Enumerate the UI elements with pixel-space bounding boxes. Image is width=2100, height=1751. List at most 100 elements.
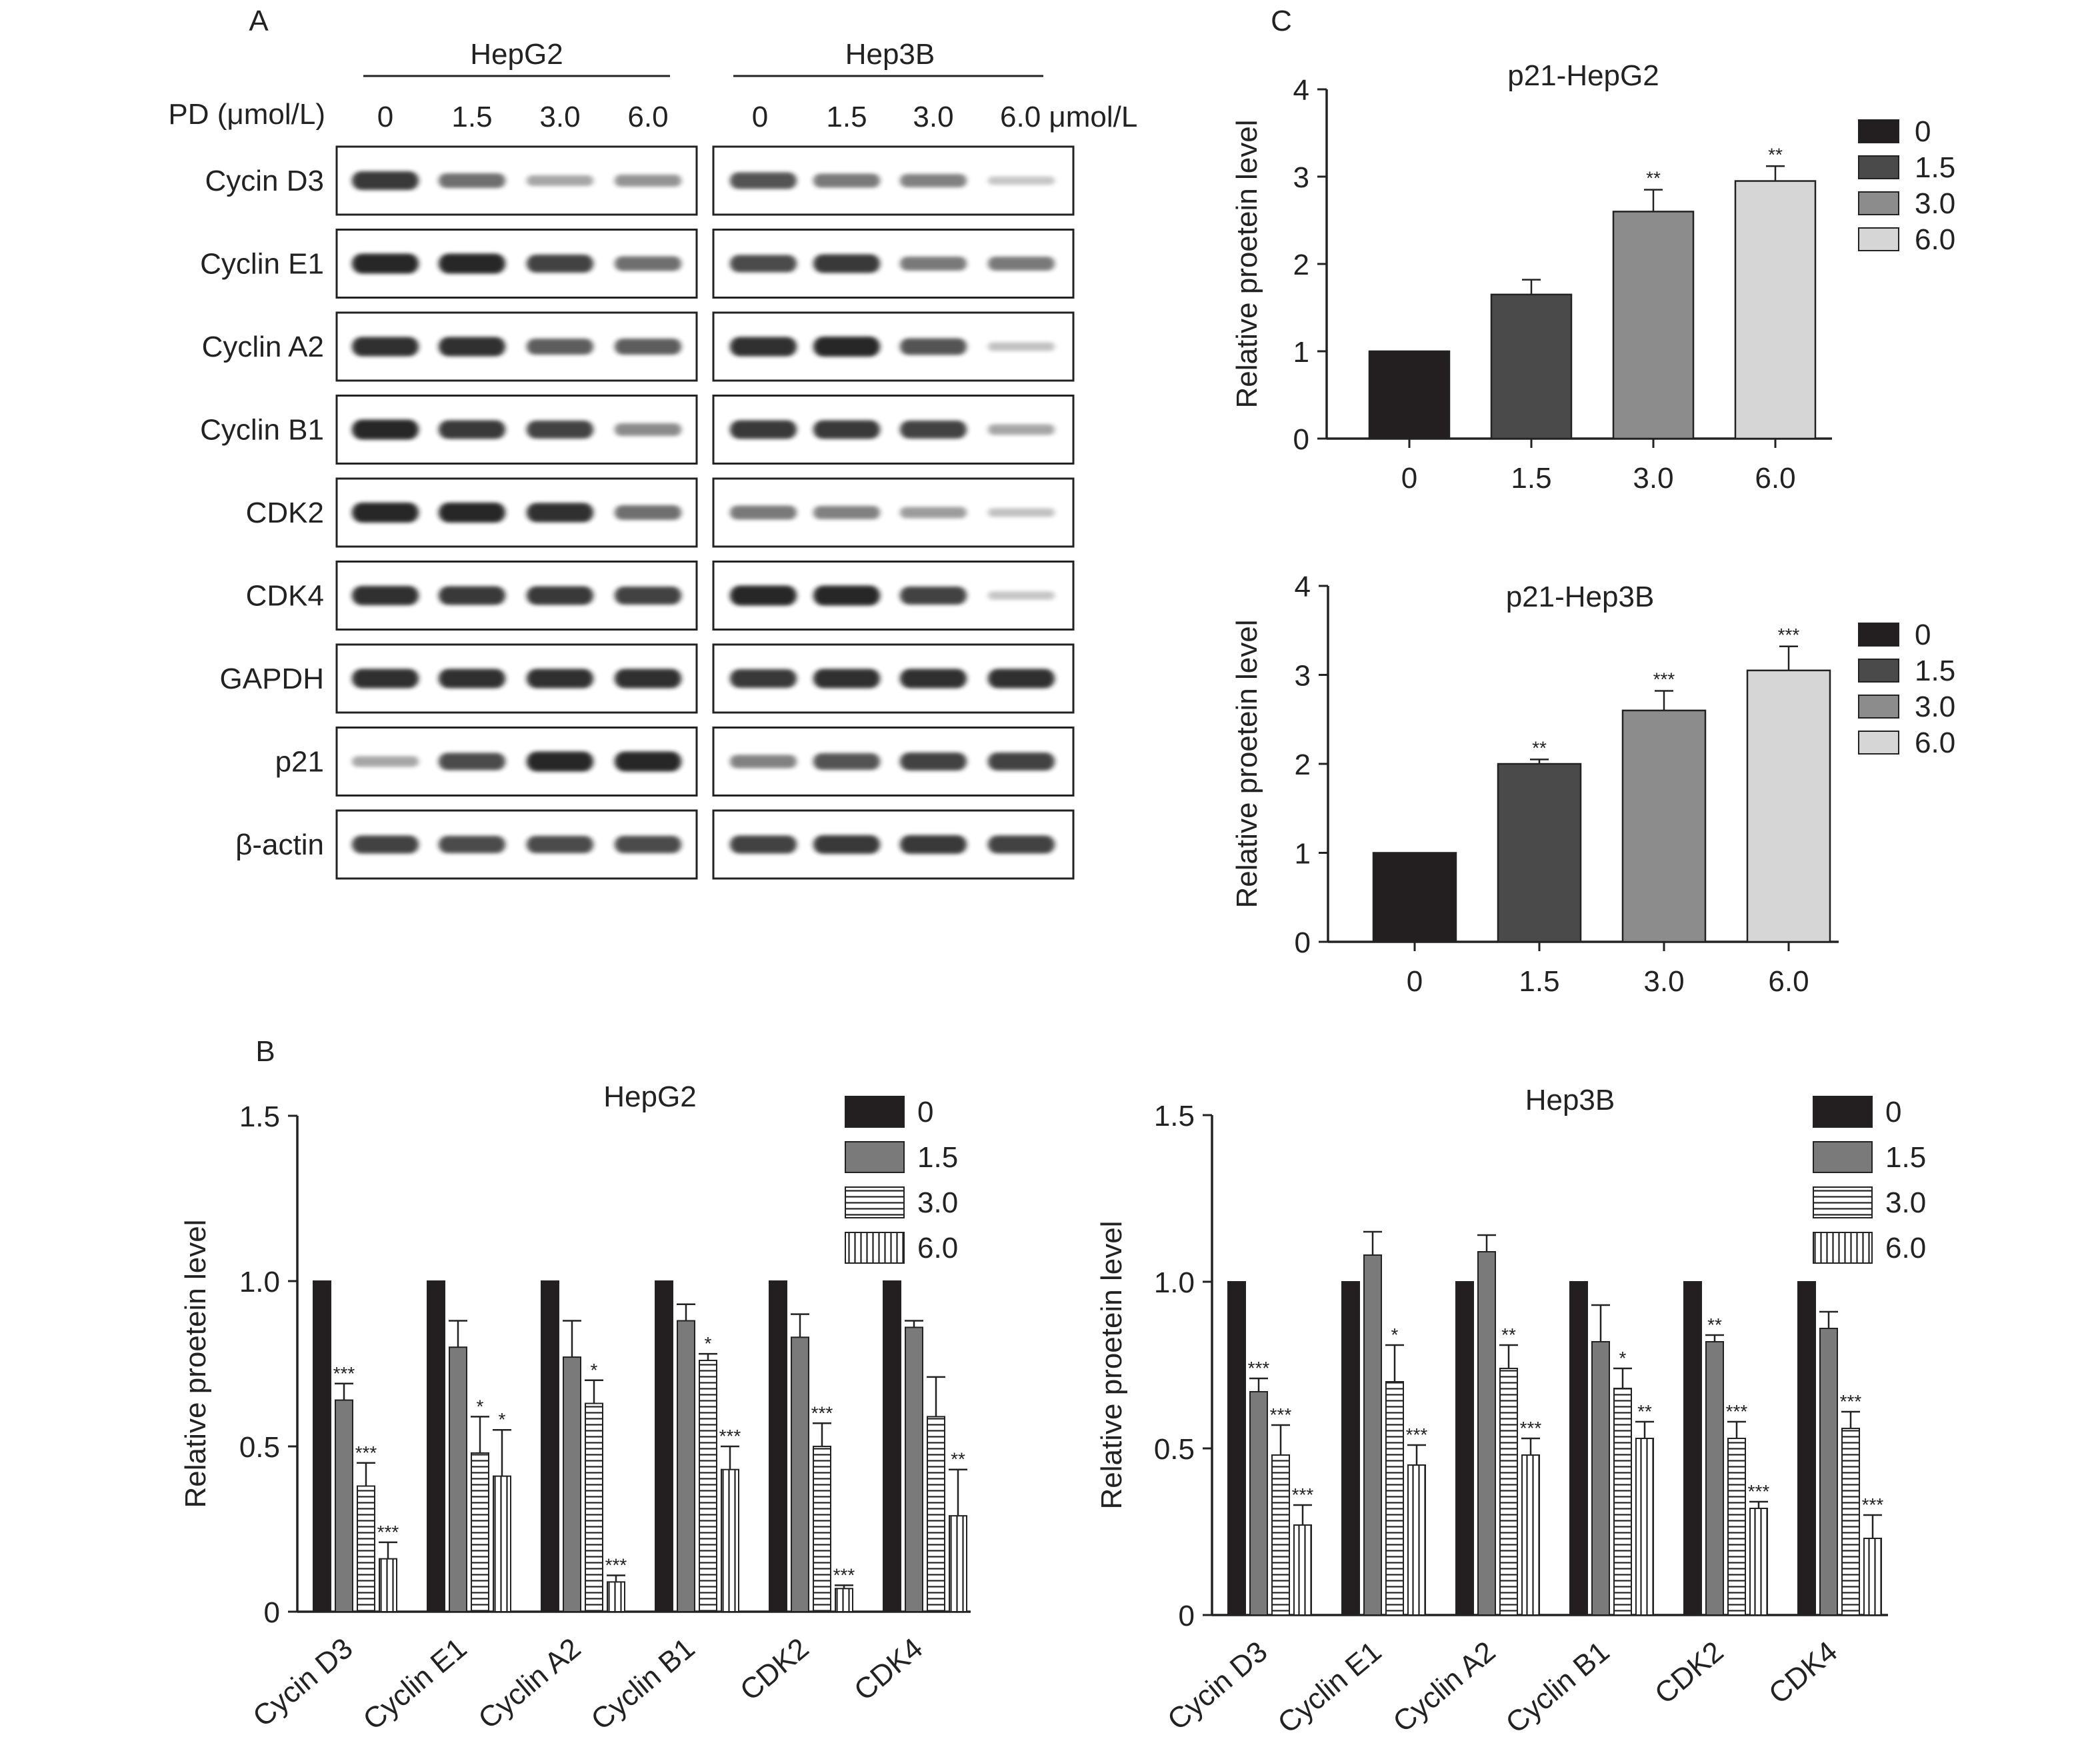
blot-band-hep3b-0 bbox=[730, 255, 797, 273]
bar-cyclin-a2-dose-0 bbox=[1455, 1281, 1474, 1616]
blot-row-cdk4: CDK4 bbox=[246, 561, 1075, 631]
x-tick-label: Cyclin A2 bbox=[472, 1632, 587, 1735]
bar-cyclin-a2-dose-6-0 bbox=[607, 1581, 625, 1613]
blot-band-hepg2-3 bbox=[615, 836, 681, 853]
y-tick-label: 0 bbox=[1179, 1600, 1195, 1632]
dose-hep3b-0: 0 bbox=[752, 101, 768, 133]
blot-row-label: CDK2 bbox=[246, 497, 324, 529]
blot-band-hepg2-2 bbox=[527, 255, 593, 273]
bar-cdk2-dose-6-0 bbox=[835, 1588, 853, 1613]
blot-band-hepg2-0 bbox=[352, 669, 419, 689]
blot-band-hep3b-2 bbox=[900, 587, 967, 605]
bar-cdk2-dose-3-0 bbox=[1727, 1438, 1746, 1616]
blot-band-hepg2-3 bbox=[615, 256, 681, 271]
blot-band-hepg2-0 bbox=[352, 253, 419, 274]
panel-label-a: A bbox=[249, 5, 269, 37]
legend-swatch-6-0 bbox=[1858, 731, 1899, 755]
bar-cyclin-a2-dose-3-0 bbox=[585, 1402, 603, 1613]
blot-band-hep3b-1 bbox=[813, 506, 880, 519]
bar-cyclin-b1-dose-0 bbox=[1569, 1281, 1588, 1616]
legend-swatch-6-0 bbox=[1858, 227, 1899, 251]
legend-label-6-0: 6.0 bbox=[917, 1232, 958, 1264]
bar-cyclin-a2-dose-6-0 bbox=[1521, 1454, 1540, 1616]
y-tick-label: 1.0 bbox=[239, 1266, 280, 1298]
blot-band-hep3b-2 bbox=[900, 421, 967, 439]
chart-title: Hep3B bbox=[1525, 1084, 1615, 1116]
blot-band-hep3b-0 bbox=[730, 585, 797, 606]
blot-row-cycin-d3: Cycin D3 bbox=[205, 145, 1075, 216]
blot-band-hepg2-1 bbox=[439, 337, 505, 357]
blot-row-cyclin-e1: Cyclin E1 bbox=[200, 229, 1075, 299]
legend-swatch-6-0 bbox=[845, 1232, 905, 1264]
dose-hepg2-0: 0 bbox=[377, 101, 393, 133]
blot-band-hep3b-1 bbox=[813, 420, 880, 439]
x-tick-label: Cycin D3 bbox=[1161, 1635, 1273, 1736]
x-tick-label: Cycin D3 bbox=[247, 1632, 359, 1733]
cell-line-label-hepg2: HepG2 bbox=[470, 38, 563, 71]
legend-label-0: 0 bbox=[1915, 619, 1931, 651]
y-tick-label: 1.5 bbox=[239, 1100, 280, 1133]
y-axis-label: Relative proetein level bbox=[179, 1220, 212, 1508]
bar-dose-3-0 bbox=[1621, 709, 1707, 943]
x-tick-label: 0 bbox=[1407, 965, 1423, 998]
significance-marker: *** bbox=[1653, 669, 1675, 690]
significance-marker: *** bbox=[1292, 1484, 1314, 1505]
legend-swatch-1-5 bbox=[1813, 1141, 1873, 1173]
significance-marker: *** bbox=[1248, 1358, 1270, 1378]
blot-band-hepg2-0 bbox=[352, 337, 419, 357]
significance-marker: *** bbox=[1406, 1424, 1428, 1445]
blot-band-hep3b-1 bbox=[813, 337, 880, 357]
bar-cyclin-b1-dose-3-0 bbox=[699, 1360, 717, 1613]
x-tick-label: 6.0 bbox=[1755, 462, 1795, 495]
bar-cdk4-dose-0 bbox=[883, 1280, 901, 1612]
legend-label-3-0: 3.0 bbox=[1915, 691, 1955, 723]
significance-marker: *** bbox=[1778, 625, 1800, 645]
blot-band-hepg2-2 bbox=[527, 751, 593, 772]
bar-cdk4-dose-6-0 bbox=[949, 1515, 967, 1612]
dose-hepg2-3-0: 3.0 bbox=[539, 101, 580, 133]
y-axis-label: Relative proetein level bbox=[1231, 120, 1263, 409]
significance-marker: ** bbox=[1532, 737, 1547, 758]
blot-band-hepg2-2 bbox=[527, 421, 593, 439]
blot-band-hep3b-0 bbox=[730, 420, 797, 439]
blot-band-hepg2-1 bbox=[439, 503, 505, 523]
blot-band-hep3b-0 bbox=[730, 755, 797, 769]
x-tick-label: CDK4 bbox=[1763, 1635, 1843, 1710]
blot-band-hepg2-2 bbox=[527, 175, 593, 186]
y-tick-label: 2 bbox=[1295, 749, 1311, 781]
bar-cdk4-dose-1-5 bbox=[1819, 1328, 1838, 1616]
significance-marker: *** bbox=[377, 1522, 399, 1542]
bar-cycin-d3-dose-0 bbox=[313, 1280, 331, 1612]
blot-band-hepg2-0 bbox=[352, 503, 419, 523]
bar-dose-0 bbox=[1372, 852, 1457, 943]
blot-band-hepg2-1 bbox=[439, 836, 505, 853]
y-tick-label: 0 bbox=[1295, 926, 1311, 959]
blot-row-label: CDK4 bbox=[246, 580, 324, 613]
y-tick-label: 0.5 bbox=[239, 1431, 280, 1464]
dose-hepg2-6-0: 6.0 bbox=[627, 101, 668, 133]
blot-row-actin: β-actin bbox=[235, 809, 1075, 880]
significance-marker: *** bbox=[355, 1442, 377, 1463]
x-tick-label: Cyclin A2 bbox=[1387, 1635, 1501, 1738]
significance-marker: ** bbox=[1768, 144, 1783, 165]
bar-cyclin-a2-dose-1-5 bbox=[1477, 1251, 1496, 1616]
y-tick-label: 0.5 bbox=[1154, 1433, 1195, 1466]
x-tick-label: Cyclin B1 bbox=[585, 1632, 701, 1736]
y-tick-label: 1.0 bbox=[1154, 1266, 1195, 1299]
significance-marker: *** bbox=[1748, 1481, 1770, 1502]
blot-band-hepg2-0 bbox=[352, 171, 419, 190]
x-tick-label: 3.0 bbox=[1633, 462, 1673, 495]
bar-cdk2-dose-3-0 bbox=[813, 1446, 831, 1612]
blot-band-hepg2-2 bbox=[527, 836, 593, 853]
y-axis-label: Relative proetein level bbox=[1231, 620, 1263, 908]
blot-band-hepg2-0 bbox=[352, 586, 419, 605]
bar-cyclin-a2-dose-1-5 bbox=[563, 1356, 581, 1612]
y-tick-label: 4 bbox=[1295, 571, 1311, 603]
legend-swatch-3-0 bbox=[1813, 1186, 1873, 1218]
blot-band-hepg2-1 bbox=[439, 753, 505, 771]
legend-swatch-3-0 bbox=[1858, 191, 1899, 215]
bar-cdk2-dose-0 bbox=[769, 1280, 787, 1612]
y-tick-label: 0 bbox=[264, 1596, 280, 1629]
significance-marker: ** bbox=[951, 1449, 965, 1470]
blot-band-hepg2-3 bbox=[615, 587, 681, 605]
